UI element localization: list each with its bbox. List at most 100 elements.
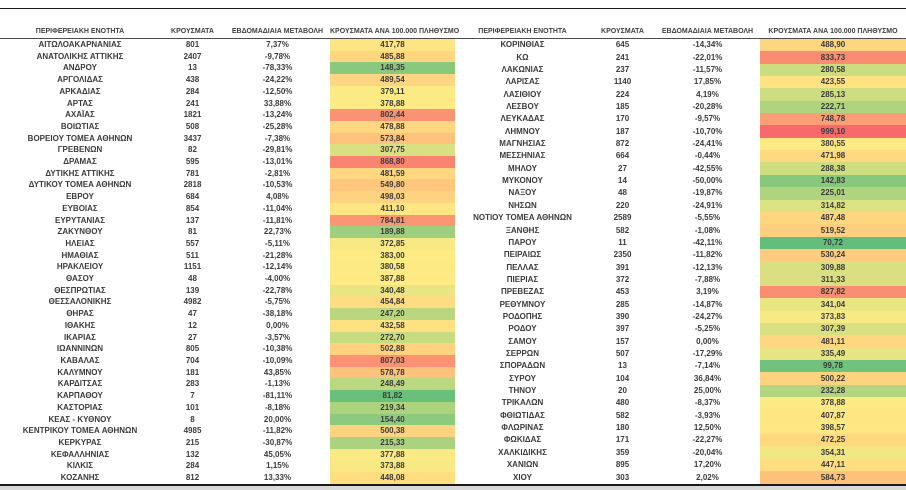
cases-cell[interactable]: 13 bbox=[618, 361, 627, 371]
weekly-change-cell[interactable]: -8,37% bbox=[694, 398, 721, 408]
region-cell[interactable]: ΒΟΡΕΙΟΥ ΤΟΜΕΑ ΑΘΗΝΩΝ bbox=[27, 133, 133, 143]
region-cell[interactable]: ΘΕΣΠΡΩΤΙΑΣ bbox=[54, 285, 106, 295]
region-cell[interactable]: ΗΡΑΚΛΕΙΟΥ bbox=[56, 262, 104, 272]
weekly-change-cell[interactable]: -38,18% bbox=[262, 309, 293, 319]
per-100k-cell[interactable]: 549,80 bbox=[330, 179, 455, 192]
per-100k-cell[interactable]: 81,82 bbox=[330, 390, 455, 402]
weekly-change-cell[interactable]: 25,00% bbox=[693, 385, 722, 395]
region-cell[interactable]: ΡΟΔΟΥ bbox=[508, 324, 537, 334]
column-header-cases[interactable]: ΚΡΟΥΣΜΑΤΑ bbox=[160, 25, 225, 39]
cases-cell[interactable]: 241 bbox=[615, 52, 630, 62]
region-cell[interactable]: ΜΥΚΟΝΟΥ bbox=[502, 176, 543, 186]
cases-cell[interactable]: 1151 bbox=[183, 262, 202, 272]
per-100k-cell[interactable]: 247,20 bbox=[330, 308, 455, 320]
weekly-change-cell[interactable]: -22,78% bbox=[262, 285, 293, 295]
region-cell[interactable]: ΙΩΑΝΝΙΝΩΝ bbox=[56, 344, 104, 354]
weekly-change-cell[interactable]: -12,13% bbox=[692, 262, 723, 272]
region-cell[interactable]: ΜΑΓΝΗΣΙΑΣ bbox=[499, 139, 546, 149]
per-100k-cell[interactable]: 748,78 bbox=[760, 113, 906, 126]
weekly-change-cell[interactable]: 45,05% bbox=[263, 449, 292, 459]
per-100k-cell[interactable]: 447,11 bbox=[760, 458, 906, 472]
cases-cell[interactable]: 12 bbox=[188, 320, 197, 330]
per-100k-cell[interactable]: 481,11 bbox=[760, 335, 906, 348]
cases-cell[interactable]: 390 bbox=[615, 311, 630, 321]
region-cell[interactable]: ΑΡΓΟΛΙΔΑΣ bbox=[57, 75, 103, 85]
region-cell[interactable]: ΜΕΣΣΗΝΙΑΣ bbox=[499, 151, 546, 161]
per-100k-cell[interactable]: 70,72 bbox=[760, 236, 906, 249]
cases-cell[interactable]: 187 bbox=[615, 126, 630, 136]
cases-cell[interactable]: 438 bbox=[185, 75, 200, 85]
cases-cell[interactable]: 27 bbox=[188, 332, 197, 342]
region-cell[interactable]: ΚΑΒΑΛΑΣ bbox=[60, 355, 100, 365]
region-cell[interactable]: ΑΙΤΩΛΟΑΚΑΡΝΑΝΙΑΣ bbox=[38, 40, 122, 49]
per-100k-cell[interactable]: 387,88 bbox=[330, 273, 455, 285]
weekly-change-cell[interactable]: -78,33% bbox=[262, 63, 293, 73]
weekly-change-cell[interactable]: 3,19% bbox=[696, 287, 719, 297]
cases-cell[interactable]: 582 bbox=[615, 225, 630, 235]
cases-cell[interactable]: 1140 bbox=[613, 77, 632, 87]
cases-cell[interactable]: 7 bbox=[190, 391, 195, 401]
region-cell[interactable]: ΠΡΕΒΕΖΑΣ bbox=[500, 287, 545, 297]
per-100k-cell[interactable]: 280,58 bbox=[760, 63, 906, 77]
weekly-change-cell[interactable]: -25,28% bbox=[262, 121, 293, 131]
column-header-per-100k[interactable]: ΚΡΟΥΣΜΑΤΑ ΑΝΑ 100.000 ΠΛΗΘΥΣΜΟ bbox=[330, 25, 459, 39]
region-cell[interactable]: ΠΕΙΡΑΙΩΣ bbox=[503, 250, 542, 260]
cases-cell[interactable]: 285 bbox=[615, 299, 630, 309]
cases-cell[interactable]: 704 bbox=[185, 355, 200, 365]
cases-cell[interactable]: 139 bbox=[185, 285, 200, 295]
region-cell[interactable]: ΧΑΛΚΙΔΙΚΗΣ bbox=[498, 447, 547, 457]
cases-cell[interactable]: 48 bbox=[618, 188, 627, 198]
cases-cell[interactable]: 781 bbox=[185, 168, 200, 178]
per-100k-cell[interactable]: 309,88 bbox=[760, 261, 906, 274]
cases-cell[interactable]: 132 bbox=[185, 449, 200, 459]
cases-cell[interactable]: 595 bbox=[185, 157, 200, 167]
cases-cell[interactable]: 181 bbox=[185, 367, 200, 377]
cases-cell[interactable]: 157 bbox=[615, 336, 630, 346]
region-cell[interactable]: ΚΕΡΚΥΡΑΣ bbox=[58, 437, 102, 447]
per-100k-cell[interactable]: 272,70 bbox=[330, 331, 455, 344]
weekly-change-cell[interactable]: -22,01% bbox=[692, 52, 723, 62]
per-100k-cell[interactable]: 519,52 bbox=[760, 224, 906, 237]
region-cell[interactable]: ΔΥΤΙΚΟΥ ΤΟΜΕΑ ΑΘΗΝΩΝ bbox=[28, 180, 132, 190]
region-cell[interactable]: ΦΘΙΩΤΙΔΑΣ bbox=[500, 410, 545, 420]
weekly-change-cell[interactable]: -9,57% bbox=[694, 114, 721, 124]
per-100k-cell[interactable]: 578,78 bbox=[330, 366, 455, 379]
weekly-change-cell[interactable]: -5,25% bbox=[694, 324, 721, 334]
weekly-change-cell[interactable]: -81,11% bbox=[262, 391, 293, 401]
region-cell[interactable]: ΝΑΞΟΥ bbox=[508, 188, 537, 198]
weekly-change-cell[interactable]: -24,22% bbox=[262, 75, 293, 85]
cases-cell[interactable]: 372 bbox=[615, 274, 630, 284]
cases-cell[interactable]: 241 bbox=[185, 98, 200, 108]
per-100k-cell[interactable]: 432,58 bbox=[330, 319, 455, 332]
cases-cell[interactable]: 359 bbox=[615, 447, 630, 457]
per-100k-cell[interactable]: 827,82 bbox=[760, 285, 906, 299]
weekly-change-cell[interactable]: -11,82% bbox=[692, 250, 723, 260]
per-100k-cell[interactable]: 498,03 bbox=[330, 191, 455, 203]
weekly-change-cell[interactable]: -1,13% bbox=[264, 379, 291, 389]
column-header-weekly-change[interactable]: ΕΒΔΟΜΑΔΙΑΙΑ ΜΕΤΑΒΟΛΗ bbox=[225, 25, 330, 39]
per-100k-cell[interactable]: 489,54 bbox=[330, 74, 455, 86]
cases-cell[interactable]: 101 bbox=[185, 402, 200, 412]
region-cell[interactable]: ΣΑΜΟΥ bbox=[508, 336, 537, 346]
cases-cell[interactable]: 81 bbox=[188, 227, 197, 237]
region-cell[interactable]: ΓΡΕΒΕΝΩΝ bbox=[57, 145, 103, 155]
cases-cell[interactable]: 805 bbox=[185, 344, 200, 354]
region-cell[interactable]: ΙΚΑΡΙΑΣ bbox=[64, 332, 96, 342]
region-cell[interactable]: ΗΜΑΘΙΑΣ bbox=[61, 250, 99, 260]
weekly-change-cell[interactable]: -19,87% bbox=[692, 188, 723, 198]
region-cell[interactable]: ΛΕΣΒΟΥ bbox=[506, 102, 539, 112]
weekly-change-cell[interactable]: -24,27% bbox=[692, 311, 723, 321]
per-100k-cell[interactable]: 807,03 bbox=[330, 354, 455, 367]
cases-cell[interactable]: 895 bbox=[615, 460, 630, 470]
region-cell[interactable]: ΚΑΣΤΟΡΙΑΣ bbox=[57, 402, 103, 412]
cases-cell[interactable]: 582 bbox=[615, 410, 630, 420]
cases-cell[interactable]: 801 bbox=[185, 40, 200, 49]
per-100k-cell[interactable]: 314,82 bbox=[760, 199, 906, 212]
weekly-change-cell[interactable]: -9,78% bbox=[264, 51, 291, 61]
per-100k-cell[interactable]: 868,80 bbox=[330, 156, 455, 168]
column-header-per-100k[interactable]: ΚΡΟΥΣΜΑΤΑ ΑΝΑ 100.000 ΠΛΗΘΥΣΜΟ bbox=[760, 25, 906, 39]
cases-cell[interactable]: 4985 bbox=[183, 426, 202, 436]
per-100k-cell[interactable]: 225,01 bbox=[760, 187, 906, 200]
per-100k-cell[interactable]: 99,78 bbox=[760, 359, 906, 373]
cases-cell[interactable]: 397 bbox=[615, 324, 630, 334]
